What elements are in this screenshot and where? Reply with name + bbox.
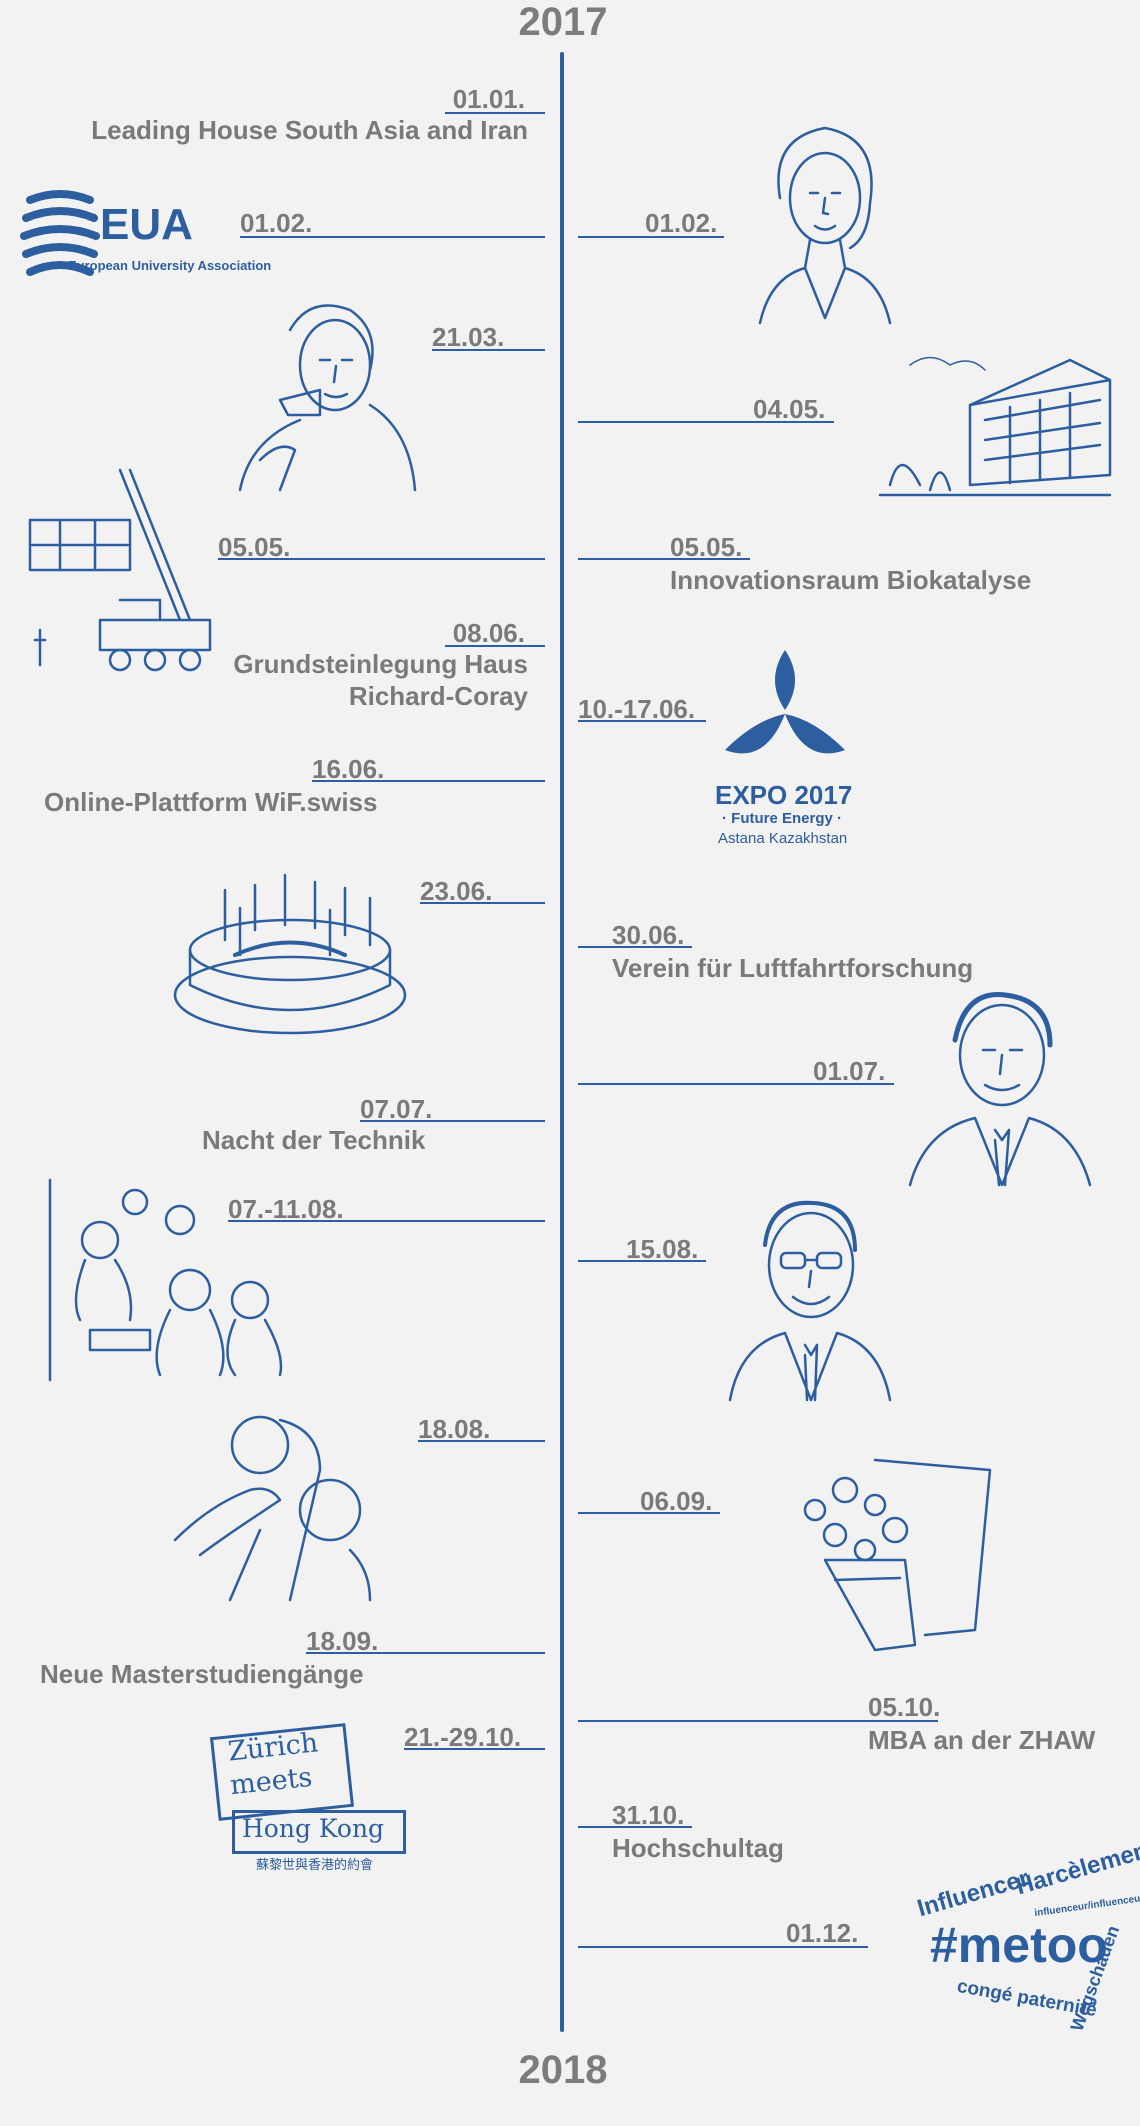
event-connector xyxy=(578,1083,894,1085)
event-date: 01.02. xyxy=(240,208,313,238)
expo-place: Astana Kazakhstan xyxy=(718,830,848,847)
event-connector xyxy=(404,1748,545,1750)
event-connector xyxy=(578,558,750,560)
event-label: Verein für Luftfahrtforschung xyxy=(612,953,974,983)
event-label: Hochschultag xyxy=(612,1833,784,1863)
metoo-word: Harcèlement xyxy=(1012,1834,1140,1901)
hands-tools-icon xyxy=(173,1415,372,1602)
event-date: 31.10. xyxy=(612,1800,685,1830)
event-connector xyxy=(578,421,834,423)
event-date: 01.12. xyxy=(786,1918,859,1948)
metoo-word: congé paternité xyxy=(955,1975,1099,2022)
event-connector xyxy=(578,1512,720,1514)
event-date: 01.02. xyxy=(645,208,718,238)
event-connector xyxy=(578,1946,868,1948)
event-date: 04.05. xyxy=(753,394,826,424)
event-date: 16.06. xyxy=(312,754,385,784)
event-connector xyxy=(420,902,545,904)
expo-title: EXPO 2017 xyxy=(715,780,853,810)
woman-portrait-icon xyxy=(758,126,892,325)
eua-logo-sub: European University Association xyxy=(68,258,272,273)
zurich-hongkong-logo: Zürich meets Hong Kong 蘇黎世與香港的約會 xyxy=(209,1723,410,1876)
event-date: 05.10. xyxy=(868,1692,941,1722)
event-connector xyxy=(578,1826,692,1828)
end-year: 2018 xyxy=(518,2048,608,2092)
event-connector xyxy=(445,645,545,647)
event-date: 18.08. xyxy=(418,1414,491,1444)
event-label-line: Richard-Coray xyxy=(348,681,528,711)
event-label: Innovationsraum Biokatalyse xyxy=(670,565,1032,595)
expo-sub: · Future Energy · xyxy=(722,810,843,827)
eua-logo: EUA European University Association xyxy=(20,180,320,290)
flower-bouquet-icon xyxy=(803,1458,992,1652)
event-label: Neue Masterstudiengänge xyxy=(40,1659,364,1689)
zurich-line4: 蘇黎世與香港的約會 xyxy=(256,1857,374,1872)
event-date: 07.-11.08. xyxy=(228,1194,344,1224)
event-date: 01.07. xyxy=(813,1056,886,1086)
event-connector xyxy=(578,236,724,238)
event-connector xyxy=(240,236,545,238)
event-date: 05.05. xyxy=(218,532,291,562)
event-date: 06.09. xyxy=(640,1486,713,1516)
event-label: Leading House South Asia and Iran xyxy=(91,115,528,145)
man-glasses-portrait-icon xyxy=(728,1200,892,1402)
man-with-pipe-icon xyxy=(238,304,417,492)
event-date: 15.08. xyxy=(626,1234,699,1264)
start-year: 2017 xyxy=(518,0,608,44)
event-connector xyxy=(228,1220,545,1222)
event-connector xyxy=(312,780,545,782)
event-connector xyxy=(578,946,692,948)
event-connector xyxy=(578,720,706,722)
event-connector xyxy=(578,1720,938,1722)
event-connector xyxy=(418,1440,545,1442)
event-date: 07.07. xyxy=(360,1094,433,1124)
expo-petals-icon xyxy=(725,650,845,754)
man-portrait-icon xyxy=(908,992,1092,1187)
event-date: 08.06. xyxy=(452,618,525,648)
crane-icon xyxy=(28,468,212,672)
event-date: 21.-29.10. xyxy=(404,1722,522,1752)
event-label: Nacht der Technik xyxy=(202,1125,426,1155)
event-connector xyxy=(432,349,545,351)
event-label: MBA an der ZHAW xyxy=(868,1725,1096,1755)
event-label: Online-Plattform WiF.swiss xyxy=(44,787,378,817)
event-date: 21.03. xyxy=(432,322,505,352)
metoo-main: #metoo xyxy=(930,1917,1108,1973)
event-connector xyxy=(445,112,545,114)
event-date: 05.05. xyxy=(670,532,743,562)
timeline-axis xyxy=(560,52,564,2032)
zurich-line3: Hong Kong xyxy=(242,1814,385,1843)
birthday-cake-icon xyxy=(173,873,407,1035)
event-connector xyxy=(360,1120,545,1122)
eua-globe-icon xyxy=(20,190,100,276)
event-date: 30.06. xyxy=(612,920,685,950)
building-icon xyxy=(878,356,1112,497)
event-date: 18.09. xyxy=(306,1626,379,1656)
event-connector xyxy=(578,1260,706,1262)
children-experiment-icon xyxy=(48,1178,283,1382)
event-label: Grundsteinlegung Haus Richard-Coray xyxy=(120,648,528,712)
event-date: 10.-17.06. xyxy=(578,694,696,724)
metoo-wordcloud: Influencer Harcèlement influenceur/influ… xyxy=(914,1835,1140,2036)
eua-logo-name: EUA xyxy=(100,200,193,249)
event-date: 01.01. xyxy=(452,84,525,114)
event-connector xyxy=(306,1652,545,1654)
hongkong-frame xyxy=(232,1810,406,1854)
event-label-line: Grundsteinlegung Haus xyxy=(233,649,528,679)
event-date: 23.06. xyxy=(420,876,493,906)
expo-logo: EXPO 2017 · Future Energy · Astana Kazak… xyxy=(710,650,870,850)
event-connector xyxy=(218,558,545,560)
